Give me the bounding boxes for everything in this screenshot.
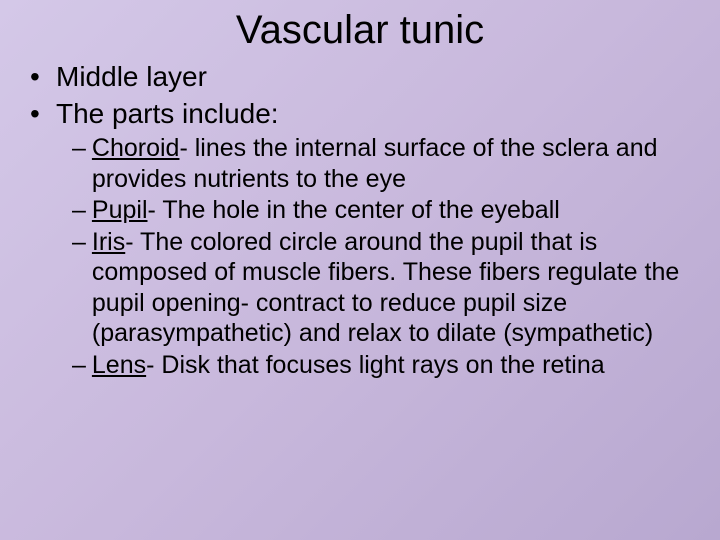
bullet-dot-icon: • xyxy=(30,96,56,131)
slide-content: • Middle layer • The parts include: – Ch… xyxy=(0,59,720,380)
bullet-level2: – Iris- The colored circle around the pu… xyxy=(72,227,700,349)
bullet-dash-icon: – xyxy=(72,133,92,194)
term: Lens xyxy=(92,351,146,379)
bullet-dash-icon: – xyxy=(72,227,92,349)
slide: Vascular tunic • Middle layer • The part… xyxy=(0,0,720,540)
bullet-dot-icon: • xyxy=(30,59,56,94)
bullet-level2: – Pupil- The hole in the center of the e… xyxy=(72,195,700,226)
bullet-level2: – Lens- Disk that focuses light rays on … xyxy=(72,350,700,381)
bullet-text: The parts include: xyxy=(56,96,279,131)
bullet-level1: • Middle layer xyxy=(30,59,700,94)
definition: - The hole in the center of the eyeball xyxy=(148,196,560,224)
slide-title: Vascular tunic xyxy=(0,0,720,59)
bullet-text: Choroid- lines the internal surface of t… xyxy=(92,133,700,194)
bullet-text: Iris- The colored circle around the pupi… xyxy=(92,227,700,349)
bullet-dash-icon: – xyxy=(72,350,92,381)
bullet-text: Middle layer xyxy=(56,59,207,94)
term: Iris xyxy=(92,228,125,256)
term: Choroid xyxy=(92,134,180,162)
bullet-text: Pupil- The hole in the center of the eye… xyxy=(92,195,560,226)
bullet-text: Lens- Disk that focuses light rays on th… xyxy=(92,350,605,381)
definition: - The colored circle around the pupil th… xyxy=(92,228,679,348)
bullet-level2: – Choroid- lines the internal surface of… xyxy=(72,133,700,194)
bullet-dash-icon: – xyxy=(72,195,92,226)
bullet-level1: • The parts include: xyxy=(30,96,700,131)
term: Pupil xyxy=(92,196,148,224)
definition: - Disk that focuses light rays on the re… xyxy=(146,351,605,379)
